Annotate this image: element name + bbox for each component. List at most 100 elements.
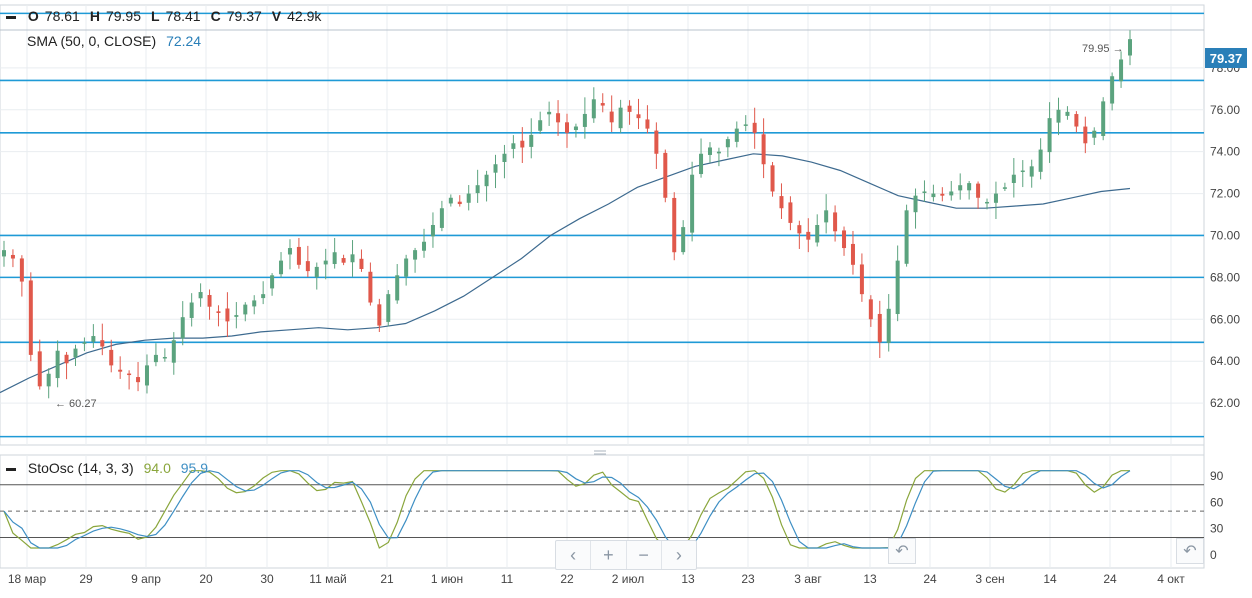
candle-body — [859, 264, 864, 295]
candle-body — [475, 185, 480, 194]
zoom-in-button[interactable]: + — [591, 541, 627, 569]
candle-body — [109, 349, 114, 366]
candle-body — [895, 260, 900, 315]
zoom-out-button[interactable]: − — [627, 541, 662, 569]
ohlc-value-l: 78.41 — [165, 8, 201, 24]
scroll-right-button[interactable]: › — [675, 544, 682, 565]
candle-body — [350, 254, 355, 263]
candle-body — [270, 275, 275, 289]
candle-body — [28, 280, 33, 355]
last-price-badge: 79.37 — [1205, 48, 1247, 68]
x-tick-label: 22 — [560, 572, 574, 586]
reset-view-button[interactable]: ↶ — [888, 538, 916, 564]
candle-body — [1047, 118, 1052, 153]
sto-legend: StoOsc (14, 3, 3) 94.0 95.9 — [6, 460, 208, 476]
candle-body — [189, 302, 194, 318]
candle-body — [55, 350, 60, 379]
candle-body — [949, 191, 954, 196]
ohlc-value-v: 42.9k — [287, 8, 322, 24]
candle-body — [538, 120, 543, 131]
candle-body — [850, 243, 855, 265]
candle-body — [37, 351, 42, 387]
candle-body — [716, 151, 721, 154]
candle-body — [261, 294, 266, 299]
x-tick-label: 21 — [380, 572, 394, 586]
candle-body — [323, 260, 328, 265]
y-tick-label: 64.00 — [1210, 354, 1240, 368]
sto-k-value: 94.0 — [143, 460, 171, 476]
x-tick-label: 13 — [863, 572, 877, 586]
y-tick-label: 66.00 — [1210, 312, 1240, 326]
ohlc-key-l: L — [151, 8, 160, 24]
candle-body — [520, 140, 525, 148]
candle-body — [645, 119, 650, 129]
candle-body — [1056, 109, 1061, 123]
indicator-y-tick: 90 — [1210, 469, 1224, 483]
y-tick-label: 72.00 — [1210, 187, 1240, 201]
candle-body — [136, 377, 141, 383]
candle-body — [368, 271, 373, 303]
candle-body — [627, 105, 632, 112]
candle-body — [797, 225, 802, 234]
candle-body — [1128, 39, 1132, 56]
candle-body — [833, 212, 838, 232]
candle-body — [877, 313, 882, 343]
candle-body — [600, 103, 605, 106]
ohlc-value-h: 79.95 — [105, 8, 141, 24]
candle-body — [824, 210, 829, 223]
scroll-left-button[interactable]: ‹ — [556, 541, 592, 569]
candle-body — [493, 164, 498, 173]
candle-body — [743, 124, 748, 126]
candle-body — [1011, 174, 1016, 183]
collapse-icon[interactable] — [6, 467, 16, 471]
candle-body — [73, 348, 78, 358]
candle-body — [770, 165, 775, 192]
ohlc-key-o: O — [27, 8, 39, 24]
x-tick-label: 18 мар — [8, 572, 47, 586]
candle-body — [1083, 126, 1088, 144]
y-tick-label: 76.00 — [1210, 103, 1240, 117]
ohlc-legend: O 78.61 H 79.95 L 78.41 C 79.37 V 42.9k — [6, 8, 331, 24]
candle-body — [171, 340, 176, 363]
candle-body — [314, 266, 319, 278]
candle-body — [931, 193, 936, 198]
x-tick-label: 14 — [1043, 572, 1057, 586]
candle-body — [19, 258, 24, 282]
candle-body — [976, 183, 981, 198]
collapse-icon[interactable] — [6, 15, 16, 19]
candle-body — [690, 174, 695, 233]
candle-body — [565, 122, 569, 133]
indicator-y-tick: 0 — [1210, 548, 1217, 562]
candle-body — [1110, 76, 1115, 104]
candle-body — [681, 227, 686, 253]
candle-body — [252, 300, 257, 307]
candle-body — [395, 275, 400, 301]
sma-label: SMA (50, 0, CLOSE) — [27, 33, 157, 49]
candle-body — [64, 354, 69, 364]
x-tick-label: 2 июл — [612, 572, 644, 586]
candle-body — [842, 230, 847, 249]
high-marker: 79.95 → — [1082, 43, 1124, 55]
candle-body — [162, 357, 167, 359]
y-tick-label: 68.00 — [1210, 270, 1240, 284]
candle-body — [886, 308, 891, 343]
x-tick-label: 13 — [681, 572, 695, 586]
candle-body — [91, 336, 96, 342]
candle-body — [386, 294, 391, 322]
candle-body — [993, 193, 998, 203]
reset-scale-button[interactable]: ↶ — [1176, 538, 1204, 564]
candle-body — [1020, 170, 1025, 173]
candle-body — [556, 113, 561, 123]
sma-value: 72.24 — [166, 33, 202, 49]
candle-body — [654, 130, 659, 154]
candle-body — [305, 261, 310, 272]
candle-body — [707, 147, 712, 155]
sma-line — [0, 153, 1131, 394]
candle-body — [967, 183, 972, 191]
candle-body — [243, 304, 248, 315]
sto-d-value: 95.9 — [180, 460, 208, 476]
candle-body — [529, 134, 534, 147]
candle-body — [672, 197, 677, 253]
